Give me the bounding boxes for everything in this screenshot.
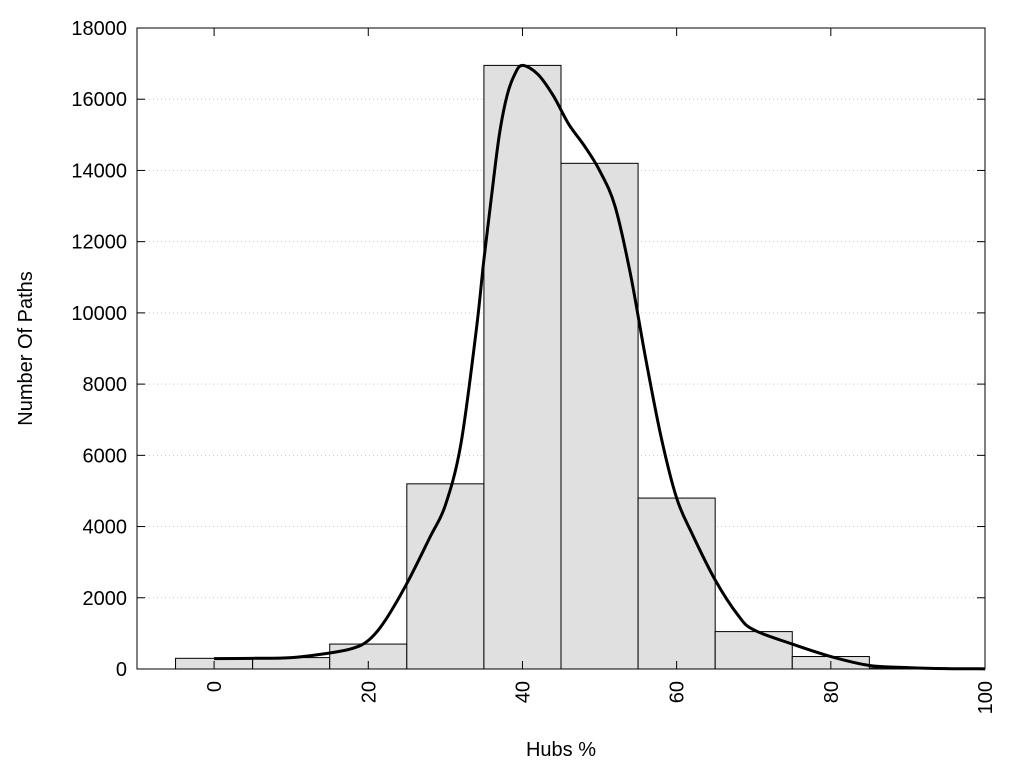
y-tick-label: 16000 (71, 89, 127, 111)
y-axis-ticks: 0 2000 4000 6000 8000 10000 12000 14000 16000 180… (71, 18, 985, 681)
plot-frame (136, 27, 986, 670)
histogram-bar (406, 483, 485, 670)
histogram-bar (637, 497, 716, 670)
histogram-bar (560, 162, 639, 670)
x-tick-label: 60 (667, 681, 689, 703)
y-axis-label: Number Of Paths (15, 271, 37, 426)
x-tick-label: 20 (358, 681, 380, 703)
y-tick-label: 14000 (71, 160, 127, 182)
histogram-bars (175, 64, 986, 670)
y-tick-label: 10000 (71, 303, 127, 325)
density-curve-group (214, 63, 986, 671)
y-tick-label: 6000 (83, 445, 128, 467)
histogram-bar (714, 631, 793, 670)
y-tick-label: 18000 (71, 18, 127, 40)
x-tick-label: 80 (821, 681, 843, 703)
density-curve (214, 63, 986, 671)
x-tick-label: 40 (512, 681, 534, 703)
y-tick-label: 0 (116, 659, 127, 681)
x-axis-label: Hubs % (526, 739, 596, 761)
y-tick-label: 8000 (83, 374, 128, 396)
x-axis-ticks: 0 20 40 60 80 100 (204, 28, 997, 714)
y-tick-label: 12000 (71, 232, 127, 254)
y-tick-label: 2000 (83, 588, 128, 610)
x-tick-label: 100 (975, 681, 997, 714)
x-tick-label: 0 (204, 681, 226, 692)
y-tick-label: 4000 (83, 517, 128, 539)
